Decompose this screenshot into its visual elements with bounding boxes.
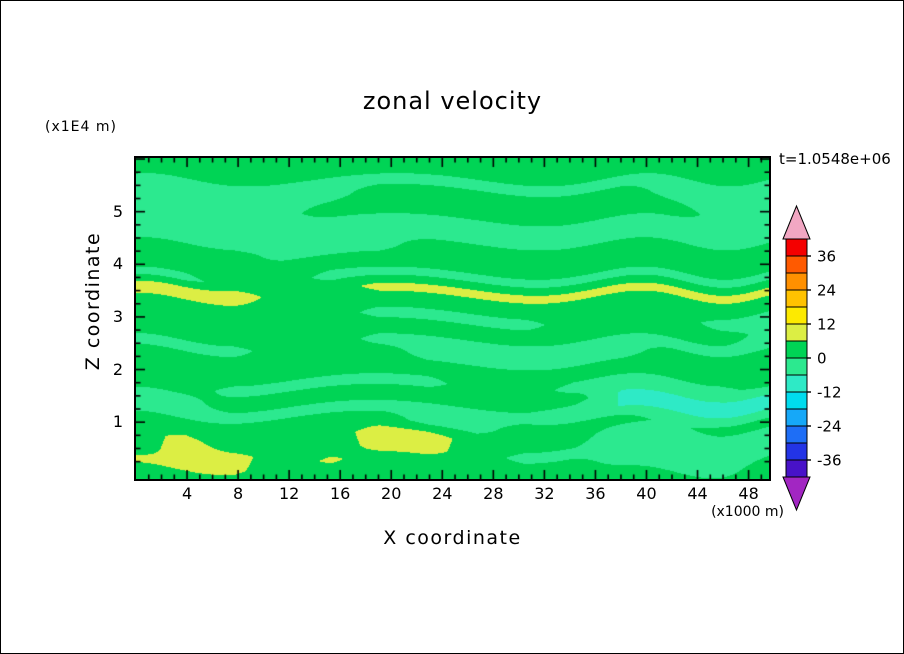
colorbar: 36 24 12 0 -12 -24 -36: [779, 201, 903, 531]
y-tick-label: 4: [112, 254, 123, 274]
colorbar-segment: [785, 391, 808, 410]
x-axis-label: X coordinate: [383, 527, 522, 549]
x-tick-label: 20: [381, 484, 402, 503]
colorbar-segment: [785, 306, 808, 325]
colorbar-label: 36: [817, 248, 836, 266]
x-tick-label: 16: [330, 484, 351, 503]
y-axis-label: Z coordinate: [82, 231, 104, 371]
colorbar-segment: [785, 255, 808, 274]
x-tick-label: 32: [534, 484, 555, 503]
colorbar-segment: [785, 442, 808, 461]
x-tick-label: 40: [636, 484, 657, 503]
x-tick-label: 4: [181, 484, 193, 503]
colorbar-segment: [785, 323, 808, 342]
colorbar-svg: 36 24 12 0 -12 -24 -36: [782, 204, 842, 512]
colorbar-label: 24: [817, 282, 836, 300]
x-tick-label: 24: [432, 484, 453, 503]
x-tick-label: 12: [278, 484, 300, 503]
x-tick-label: 36: [585, 484, 606, 503]
y-tick-label: 2: [112, 359, 123, 379]
colorbar-segment: [785, 272, 808, 291]
x-tick-label: 44: [687, 484, 708, 503]
x-tick-label: 8: [233, 484, 244, 503]
colorbar-segment: [785, 357, 808, 376]
x-tick-label: 48: [738, 484, 759, 503]
y-tick-label: 3: [112, 306, 123, 326]
colorbar-over-arrow: [782, 204, 811, 240]
colorbar-under-arrow: [782, 476, 811, 512]
colorbar-segment: [785, 425, 808, 444]
colorbar-label: 0: [817, 350, 827, 368]
colorbar-label: 12: [817, 316, 836, 334]
x-axis-unit: (x1000 m): [711, 504, 784, 520]
colorbar-segment: [785, 459, 808, 478]
y-tick-label: 5: [112, 201, 123, 221]
colorbar-segment: [785, 374, 808, 393]
time-annotation: t=1.0548e+06: [779, 150, 891, 168]
colorbar-segment: [785, 289, 808, 308]
colorbar-segment: [785, 408, 808, 427]
colorbar-label: -36: [817, 452, 842, 470]
colorbar-label: -12: [817, 384, 842, 402]
colorbar-segment: [785, 340, 808, 359]
plot-title: zonal velocity: [362, 87, 543, 115]
contour-plot: [134, 156, 771, 481]
y-tick-label: 1: [112, 412, 123, 432]
x-tick-label: 28: [483, 484, 504, 503]
y-axis-unit: (x1E4 m): [45, 119, 117, 135]
colorbar-label: -24: [817, 418, 842, 436]
colorbar-segment: [785, 238, 808, 257]
